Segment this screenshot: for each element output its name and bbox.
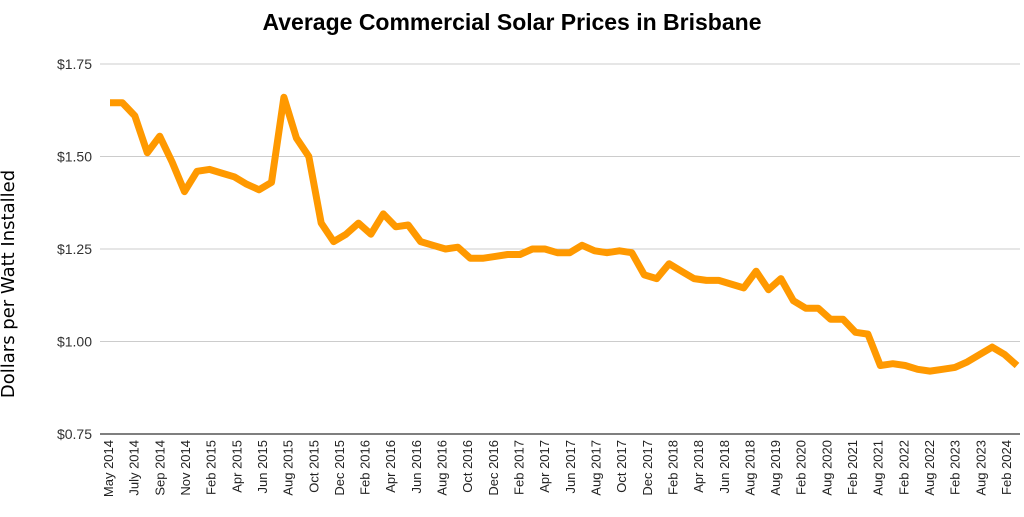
x-tick-label: Apr 2017 xyxy=(537,440,552,493)
x-tick-label: Aug 2023 xyxy=(973,440,988,496)
x-tick-label: Feb 2020 xyxy=(794,440,809,495)
x-tick-label: Dec 2017 xyxy=(640,440,655,496)
x-tick-label: Feb 2016 xyxy=(358,440,373,495)
x-tick-label: Oct 2015 xyxy=(306,440,321,493)
x-tick-label: Aug 2017 xyxy=(588,440,603,496)
chart-title: Average Commercial Solar Prices in Brisb… xyxy=(263,9,762,35)
x-tick-label: Aug 2020 xyxy=(819,440,834,496)
x-tick-label: Aug 2015 xyxy=(281,440,296,496)
series-layer xyxy=(110,93,1020,375)
x-tick-label: Feb 2017 xyxy=(512,440,527,495)
x-tick-label: Feb 2015 xyxy=(204,440,219,495)
x-tick-label: Aug 2019 xyxy=(768,440,783,496)
x-tick-label: Jun 2017 xyxy=(563,440,578,494)
x-tick-label: Aug 2022 xyxy=(922,440,937,496)
x-tick-label: Aug 2021 xyxy=(871,440,886,496)
y-tick-label: $1.25 xyxy=(57,241,92,257)
x-tick-label: Oct 2016 xyxy=(460,440,475,493)
gridlines xyxy=(100,63,1020,342)
x-tick-label: July 2014 xyxy=(127,440,142,496)
x-tick-label: Feb 2022 xyxy=(896,440,911,495)
x-tick-label: Feb 2018 xyxy=(665,440,680,495)
x-tick-label: Sep 2014 xyxy=(152,440,167,496)
x-tick-label: Apr 2016 xyxy=(383,440,398,493)
x-tick-label: Feb 2021 xyxy=(845,440,860,495)
y-tick-label: $1.00 xyxy=(57,334,92,350)
x-tick-labels: May 2014 July 2014 Sep 2014 Nov 2014 Feb 201… xyxy=(101,440,1014,497)
x-tick-label: May 2014 xyxy=(101,440,116,497)
x-tick-label: Jun 2015 xyxy=(255,440,270,494)
x-tick-label: Apr 2018 xyxy=(691,440,706,493)
x-tick-label: Feb 2023 xyxy=(948,440,963,495)
series-line xyxy=(110,93,1020,375)
y-tick-labels: $0.75 $1.00 $1.25 $1.50 $1.75 xyxy=(57,56,92,442)
x-tick-label: Dec 2016 xyxy=(486,440,501,496)
x-tick-label: Nov 2014 xyxy=(178,440,193,496)
x-tick-label: Dec 2015 xyxy=(332,440,347,496)
y-tick-label: $1.75 xyxy=(57,56,92,72)
x-tick-label: Aug 2018 xyxy=(742,440,757,496)
x-tick-label: Apr 2015 xyxy=(229,440,244,493)
x-tick-label: Jun 2018 xyxy=(717,440,732,494)
x-tick-label: Feb 2024 xyxy=(999,440,1014,495)
y-axis-label: Dollars per Watt Installed xyxy=(0,170,19,398)
x-tick-label: Oct 2017 xyxy=(614,440,629,493)
x-tick-label: Jun 2016 xyxy=(409,440,424,494)
y-tick-label: $0.75 xyxy=(57,426,92,442)
x-tick-label: Aug 2016 xyxy=(435,440,450,496)
y-tick-label: $1.50 xyxy=(57,149,92,165)
